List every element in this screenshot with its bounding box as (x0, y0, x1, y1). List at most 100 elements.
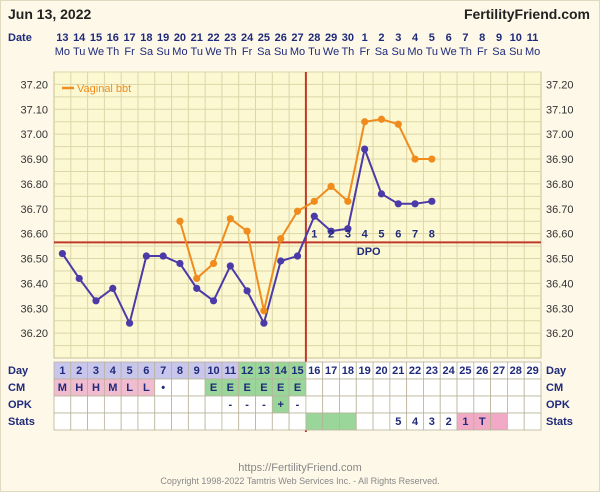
y-tick-label-left: 37.00 (20, 129, 48, 141)
cell-opk (154, 395, 172, 414)
day-value: 25 (459, 365, 471, 377)
bbt-point (193, 284, 201, 292)
cell-stats (204, 412, 223, 431)
day-value: 15 (291, 365, 303, 377)
date-label: 2 (378, 32, 384, 44)
weekday-label: Tu (73, 46, 85, 58)
cm-value: L (126, 382, 133, 394)
day-value: 28 (510, 365, 522, 377)
cell-stats (490, 412, 508, 431)
date-label: 7 (462, 32, 468, 44)
cell-opk (439, 395, 458, 414)
opk-value: + (277, 399, 283, 411)
footer-url[interactable]: https://FertilityFriend.com (238, 462, 362, 474)
vaginal-bbt-point (176, 217, 184, 225)
cm-value: • (161, 382, 165, 394)
date-row-label: Date (8, 32, 32, 44)
bbt-chart: Date 13Mo14Tu15We16Th17Fr18Sa19Su20Mo21Tu… (8, 32, 574, 432)
y-tick-label-left: 36.20 (20, 328, 48, 340)
site-name[interactable]: FertilityFriend.com (463, 6, 590, 22)
dpo-number: 8 (429, 228, 435, 240)
weekday-label: Tu (308, 46, 320, 58)
vaginal-bbt-point (277, 235, 285, 243)
cm-value: E (277, 382, 284, 394)
weekday-label: Sa (492, 46, 506, 58)
bbt-point (260, 319, 268, 327)
weekday-label: Sa (375, 46, 389, 58)
y-tick-label-left: 37.10 (20, 104, 48, 116)
cell-opk (456, 395, 475, 414)
date-label: 6 (446, 32, 452, 44)
cell-opk (339, 395, 357, 414)
cell-opk (473, 395, 492, 414)
cell-stats (372, 412, 391, 431)
day-value: 2 (76, 365, 82, 377)
weekday-label: Su (156, 46, 169, 58)
cell-stats (120, 412, 139, 431)
cell-stats (154, 412, 172, 431)
cell-cm (439, 378, 458, 397)
weekday-label: We (88, 46, 104, 58)
day-value: 14 (275, 365, 288, 377)
cell-opk (372, 395, 391, 414)
vaginal-bbt-point (293, 207, 302, 215)
vaginal-bbt-point (411, 155, 419, 163)
dpo-number: 6 (395, 228, 401, 240)
date-label: 10 (510, 32, 522, 44)
cell-opk (423, 395, 441, 414)
cell-opk (120, 395, 139, 414)
cm-value: E (260, 382, 267, 394)
cell-stats (171, 412, 189, 431)
cell-stats (339, 412, 357, 431)
y-tick-label-left: 36.90 (20, 154, 48, 166)
y-tick-label-left: 36.30 (20, 303, 48, 315)
date-label: 24 (241, 32, 254, 44)
bbt-point (176, 259, 184, 268)
weekday-label: Fr (477, 46, 488, 58)
row-label-right-day: Day (546, 365, 567, 377)
bbt-point (293, 252, 302, 260)
cm-value: H (92, 382, 100, 394)
row-label-opk: OPK (8, 399, 32, 411)
date-label: 25 (258, 32, 270, 44)
weekday-label: Su (274, 46, 287, 58)
cell-opk (204, 395, 223, 414)
cell-opk (523, 395, 542, 414)
stats-value: 4 (412, 416, 419, 428)
y-tick-label-right: 36.90 (546, 154, 574, 166)
cell-cm (372, 378, 391, 397)
date-label: 27 (291, 32, 303, 44)
bbt-point (75, 274, 83, 283)
bbt-point (344, 225, 352, 233)
y-tick-label-right: 36.60 (546, 229, 574, 241)
bbt-point (428, 197, 436, 205)
weekday-label: Fr (124, 46, 135, 58)
weekday-label: Mo (172, 46, 187, 58)
cm-value: E (227, 382, 234, 394)
cell-stats (187, 412, 206, 431)
bbt-point (159, 252, 167, 260)
cell-cm (507, 378, 525, 397)
weekday-label: Th (459, 46, 472, 58)
day-value: 1 (59, 365, 65, 377)
date-label: 1 (362, 32, 368, 44)
day-value: 20 (375, 365, 387, 377)
opk-value: - (262, 399, 266, 411)
cell-stats (87, 412, 105, 431)
stats-value: 5 (395, 416, 401, 428)
weekday-label: We (440, 46, 456, 58)
cm-value: H (75, 382, 83, 394)
day-value: 6 (143, 365, 149, 377)
bbt-point (243, 287, 251, 295)
vaginal-bbt-point (344, 197, 352, 205)
day-value: 12 (241, 365, 253, 377)
row-label-day: Day (8, 365, 29, 377)
vaginal-bbt-point (428, 155, 436, 163)
y-tick-label-left: 37.20 (20, 79, 48, 91)
cell-stats (137, 412, 156, 431)
cm-value: M (58, 382, 67, 394)
cell-stats (305, 412, 324, 431)
dpo-number: 5 (378, 228, 384, 240)
day-value: 26 (476, 365, 488, 377)
bbt-point (377, 190, 386, 198)
